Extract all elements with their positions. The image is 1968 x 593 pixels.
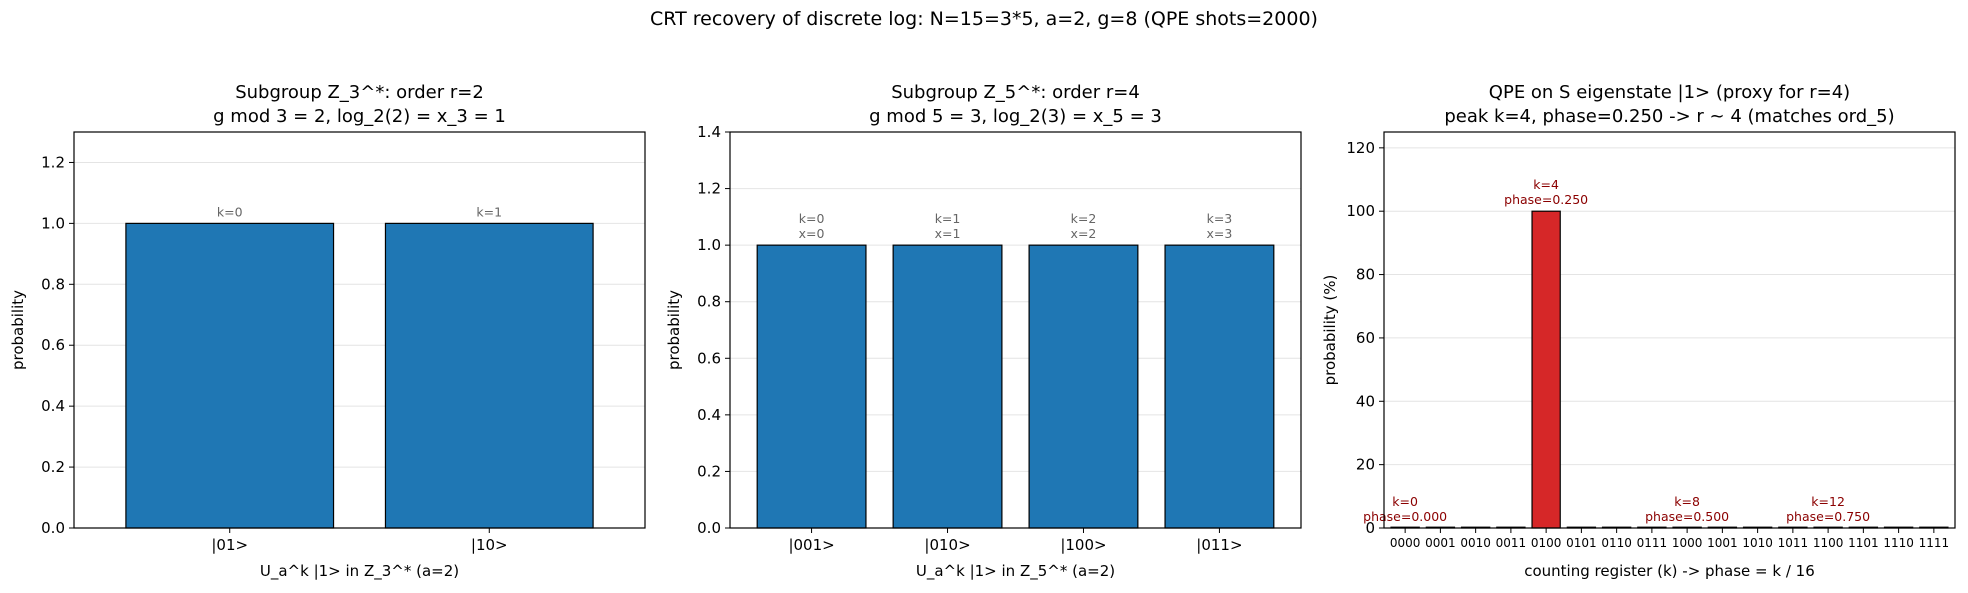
y-tick-label: 40 [1356,392,1375,410]
axes-frame [1383,131,1956,529]
x-tick-label: |100> [1060,536,1106,554]
chart-title: Subgroup Z_3^*: order r=2 [235,82,484,103]
x-tick-label: 0010 [1460,536,1491,550]
y-tick-label: 1.4 [697,123,721,141]
x-tick-label: |01> [211,536,248,554]
y-tick-label: 120 [1346,139,1375,157]
x-tick-label: 0101 [1566,536,1597,550]
chart-title: Subgroup Z_5^*: order r=4 [891,82,1140,103]
y-axis-label: probability [9,290,27,370]
x-axis-label: U_a^k |1> in Z_3^* (a=2) [260,562,459,581]
chart-title: g mod 5 = 3, log_2(3) = x_5 = 3 [869,106,1162,127]
x-axis-label: U_a^k |1> in Z_5^* (a=2) [916,562,1115,581]
x-tick-label: 1101 [1848,536,1879,550]
x-tick-label: |011> [1196,536,1242,554]
bar [1028,244,1139,529]
y-tick-label: 0.0 [41,519,65,537]
bar-annotation: x=2 [1071,226,1097,241]
bar-annotation: k=8 [1674,494,1700,509]
y-tick-label: 0.2 [41,458,65,476]
x-tick-label: |10> [471,536,508,554]
axes-frame [73,131,646,529]
y-tick-label: 20 [1356,456,1375,474]
bar-annotation: x=0 [799,226,825,241]
bar-annotation: phase=0.250 [1504,192,1588,207]
bar-annotation: k=0 [799,211,825,226]
y-tick-label: 0.4 [697,406,721,424]
chart-title: g mod 3 = 2, log_2(2) = x_3 = 1 [213,106,506,127]
y-tick-label: 0.2 [697,462,721,480]
bar-annotation: k=0 [217,204,243,219]
x-tick-label: 0100 [1531,536,1562,550]
bar-annotation: phase=0.750 [1786,509,1870,524]
bar-annotation: k=12 [1811,494,1845,509]
y-tick-label: 0.8 [41,275,65,293]
x-tick-label: |010> [924,536,970,554]
x-tick-label: 1000 [1672,536,1703,550]
y-tick-label: 1.2 [41,153,65,171]
axes-frame [729,131,1302,529]
x-tick-label: 0001 [1425,536,1456,550]
y-axis-label: probability (%) [1321,275,1339,386]
x-tick-label: 1111 [1919,536,1950,550]
bar-annotation: phase=0.500 [1645,509,1729,524]
y-tick-label: 80 [1356,266,1375,284]
x-tick-label: 1011 [1778,536,1809,550]
x-tick-label: 1001 [1707,536,1738,550]
bar [892,244,1003,529]
y-tick-label: 1.2 [697,180,721,198]
bar [384,222,594,529]
x-tick-label: 0111 [1637,536,1668,550]
x-axis-label: counting register (k) -> phase = k / 16 [1524,562,1815,580]
bar-annotation: k=0 [1392,494,1418,509]
y-tick-label: 0.6 [697,349,721,367]
x-tick-label: 0110 [1601,536,1632,550]
x-tick-label: 1010 [1742,536,1773,550]
x-tick-label: 0011 [1496,536,1527,550]
bar [1164,244,1275,529]
bar [756,244,867,529]
bar-annotation: phase=0.000 [1363,509,1447,524]
x-tick-label: 0000 [1390,536,1421,550]
bar-annotation: k=1 [935,211,961,226]
bar-annotation: k=1 [476,204,502,219]
y-tick-label: 0.4 [41,397,65,415]
y-tick-label: 100 [1346,202,1375,220]
y-tick-label: 0.8 [697,293,721,311]
y-tick-label: 0.0 [697,519,721,537]
bar-annotation: k=3 [1207,211,1233,226]
y-axis-label: probability [665,290,683,370]
y-tick-label: 1.0 [697,236,721,254]
bar [1531,210,1561,529]
figure-title: CRT recovery of discrete log: N=15=3*5, … [650,8,1318,30]
y-tick-label: 0.6 [41,336,65,354]
bar-annotation: x=3 [1207,226,1233,241]
bar-annotation: k=2 [1071,211,1097,226]
x-tick-label: 1110 [1883,536,1914,550]
bar-annotation: k=4 [1533,177,1559,192]
bar [125,222,335,529]
y-tick-label: 60 [1356,329,1375,347]
chart-title: peak k=4, phase=0.250 -> r ~ 4 (matches … [1444,106,1894,127]
y-tick-label: 0 [1365,519,1375,537]
x-tick-label: |001> [788,536,834,554]
bar-annotation: x=1 [935,226,961,241]
y-tick-label: 1.0 [41,214,65,232]
x-tick-label: 1100 [1813,536,1844,550]
chart-title: QPE on S eigenstate |1> (proxy for r=4) [1489,82,1850,103]
